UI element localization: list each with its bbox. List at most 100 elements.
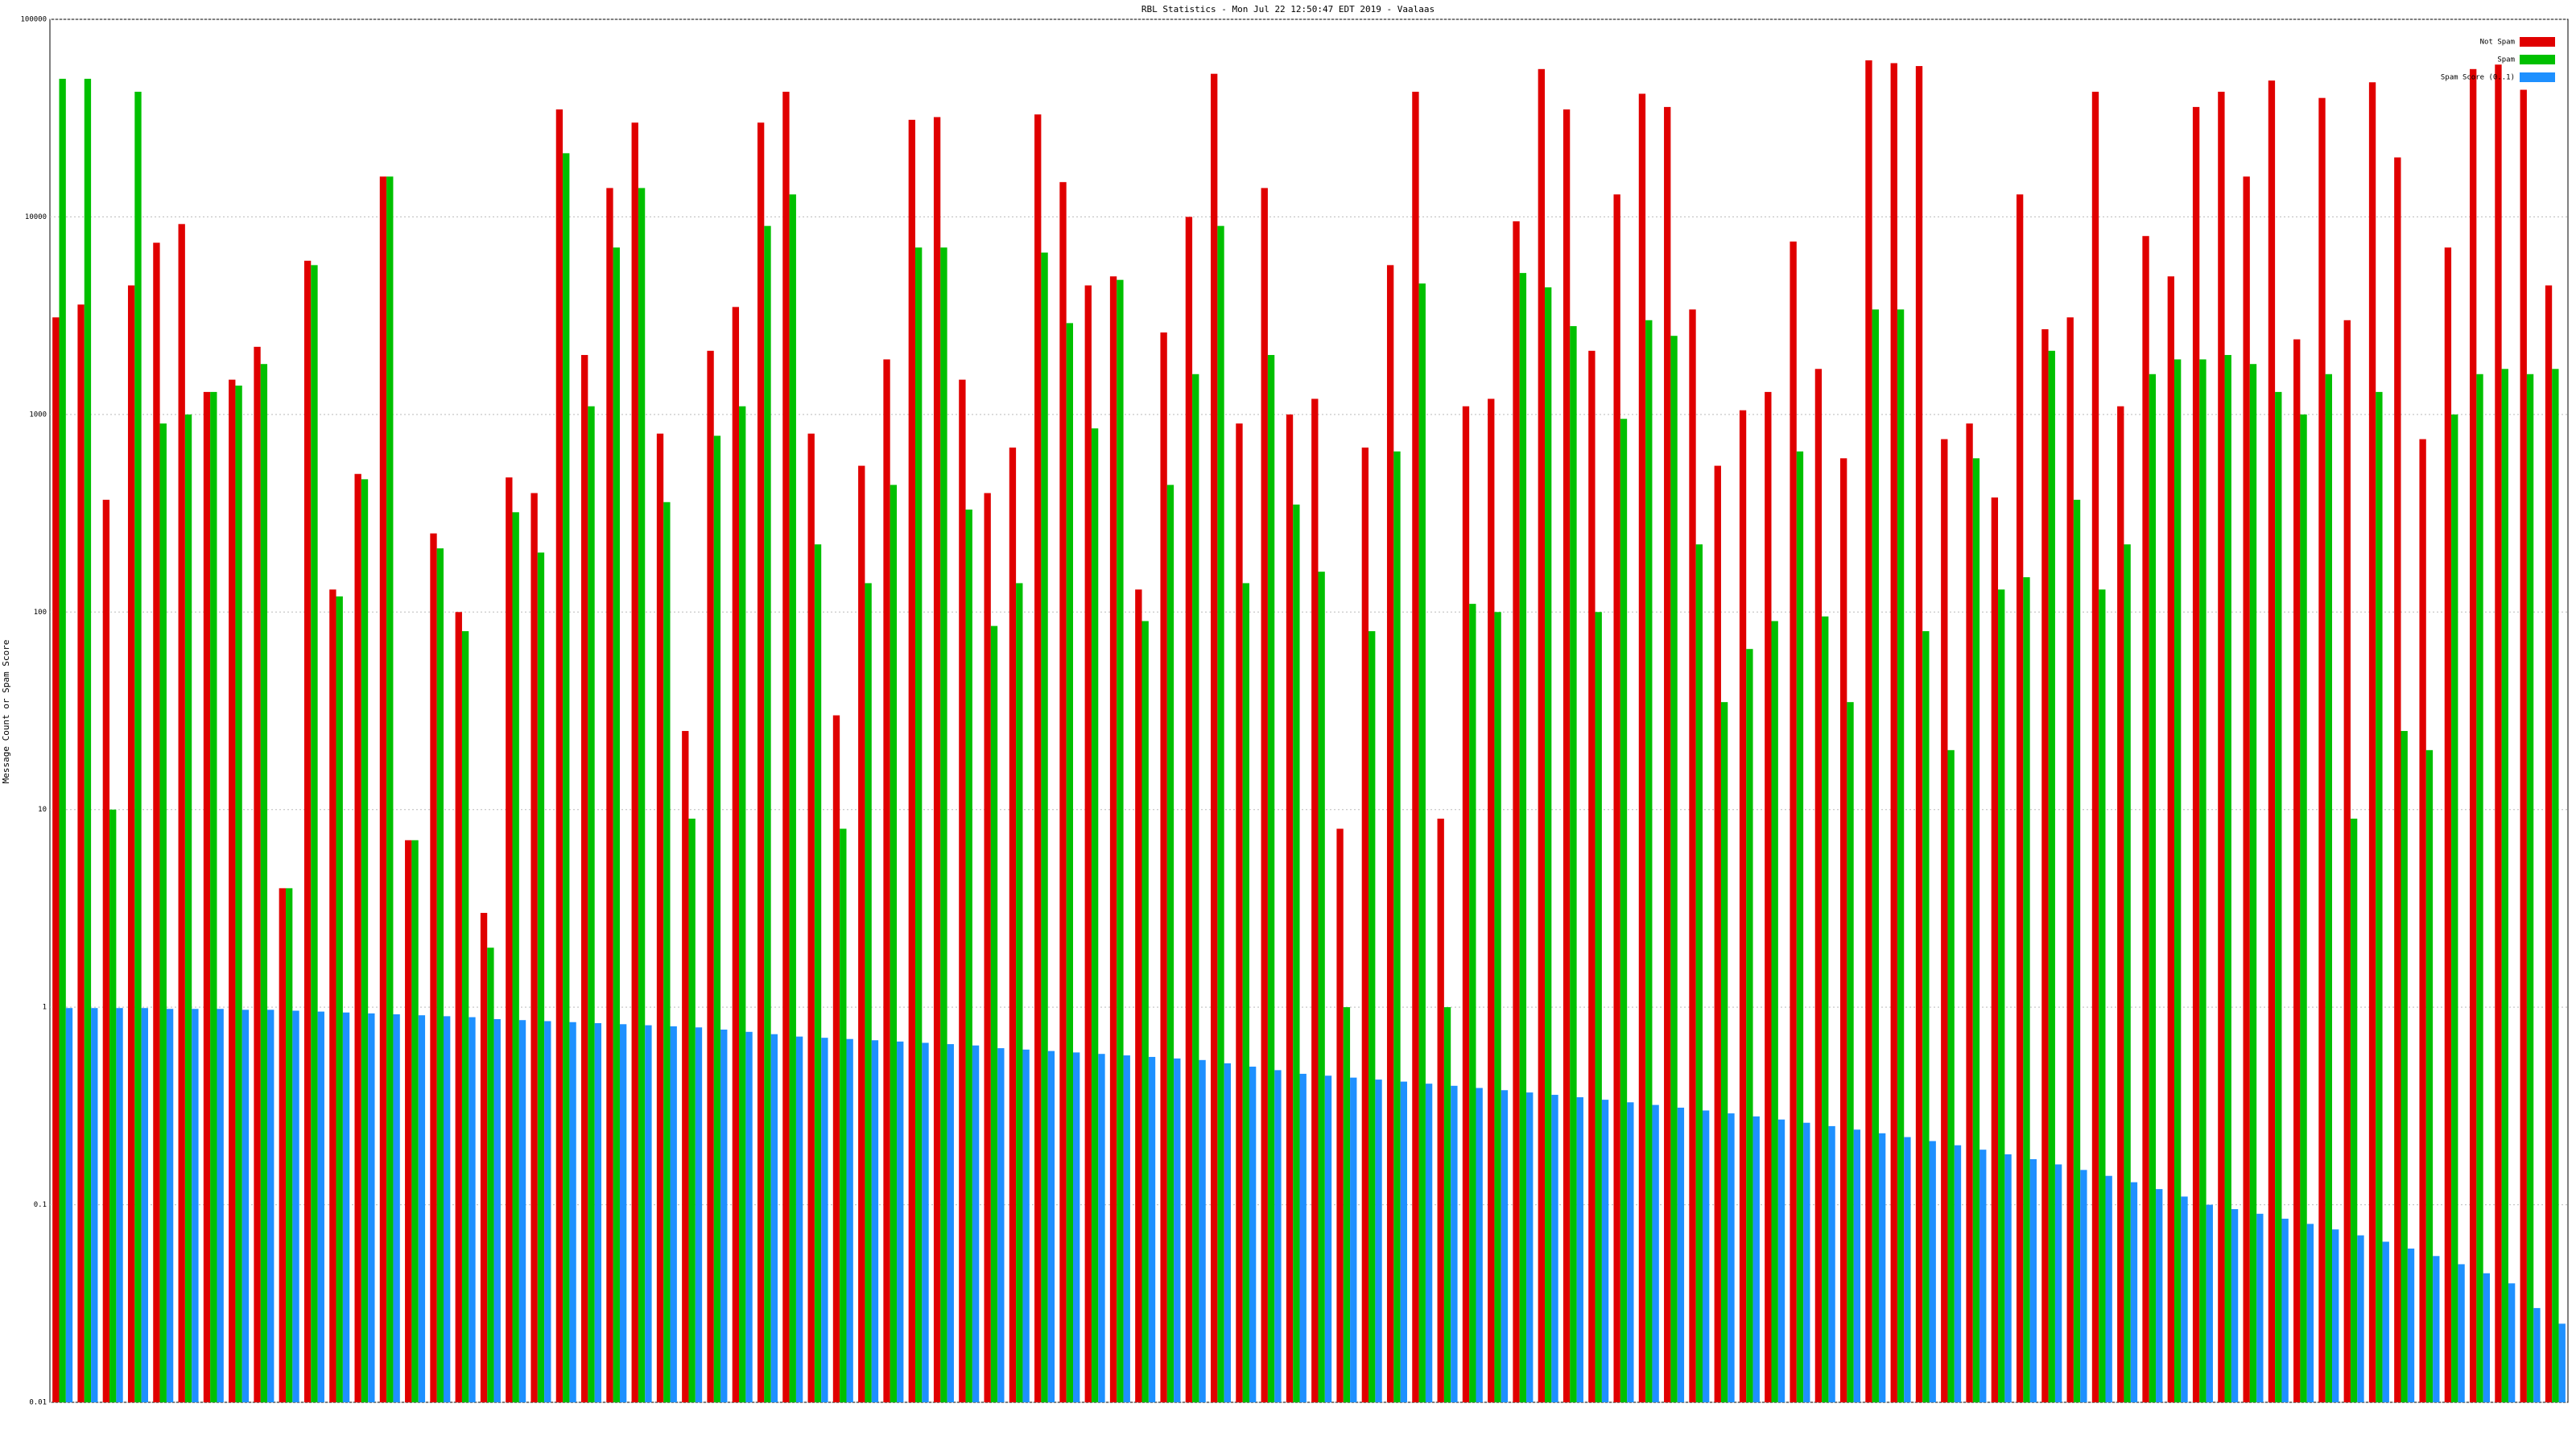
bar xyxy=(1695,544,1703,1403)
bar xyxy=(2105,1175,2112,1402)
bar xyxy=(1627,1102,1634,1402)
bar xyxy=(2099,589,2106,1402)
bar xyxy=(846,1038,853,1402)
bar xyxy=(1840,458,1847,1402)
bar xyxy=(77,304,85,1403)
bar xyxy=(1620,419,1628,1402)
bar xyxy=(52,317,60,1402)
bar xyxy=(1425,1084,1433,1402)
bar xyxy=(2275,391,2282,1402)
bar xyxy=(1009,447,1017,1402)
bar xyxy=(59,78,66,1403)
bar xyxy=(984,493,991,1403)
bar xyxy=(2293,339,2301,1402)
bar xyxy=(814,544,822,1403)
bar xyxy=(2401,731,2408,1402)
bar xyxy=(1803,1122,1810,1402)
bar xyxy=(2483,1273,2491,1402)
bar xyxy=(1613,194,1620,1402)
bar xyxy=(2091,91,2099,1403)
bar xyxy=(914,247,923,1402)
bar xyxy=(588,406,595,1402)
bar xyxy=(1494,612,1501,1402)
bar xyxy=(1501,1090,1509,1402)
bar xyxy=(2206,1204,2213,1402)
bar xyxy=(1872,309,1879,1403)
bar xyxy=(2476,374,2483,1402)
bar xyxy=(2458,1264,2465,1402)
bar xyxy=(613,247,620,1402)
bar xyxy=(141,1008,148,1402)
bar xyxy=(1720,702,1728,1402)
bar xyxy=(764,225,771,1403)
bar xyxy=(1386,265,1394,1402)
bar xyxy=(1544,287,1552,1402)
bar xyxy=(569,1022,576,1402)
legend-label: Spam Score (0..1) xyxy=(2441,74,2515,82)
bar xyxy=(1091,428,1099,1403)
bar xyxy=(418,1015,426,1402)
bar xyxy=(2382,1241,2389,1402)
bar xyxy=(2174,359,2182,1402)
bar xyxy=(2224,354,2231,1402)
bar xyxy=(1350,1077,1357,1402)
bar xyxy=(1828,1125,1835,1402)
bar xyxy=(1236,423,1243,1402)
legend-label: Spam xyxy=(2497,56,2515,64)
bar xyxy=(178,224,185,1403)
bar xyxy=(1822,616,1829,1402)
bar xyxy=(2545,285,2553,1402)
bar xyxy=(670,1026,677,1402)
bar xyxy=(1922,631,1930,1402)
bar xyxy=(2508,1283,2516,1402)
bar xyxy=(1418,283,1426,1402)
bar xyxy=(1437,818,1444,1402)
bar xyxy=(91,1008,98,1402)
bar xyxy=(116,1008,123,1402)
bar xyxy=(2552,369,2559,1403)
bar xyxy=(292,1010,299,1402)
bar xyxy=(217,1009,224,1402)
bar xyxy=(1400,1081,1407,1402)
bar xyxy=(1224,1063,1232,1402)
bar xyxy=(990,625,998,1402)
bar xyxy=(1790,242,1797,1403)
bar xyxy=(336,596,343,1402)
bar xyxy=(1739,410,1747,1402)
bar xyxy=(2130,1182,2138,1402)
bar xyxy=(2199,359,2207,1402)
bar xyxy=(102,499,110,1402)
bar xyxy=(134,91,142,1403)
bar xyxy=(2533,1307,2541,1402)
bar xyxy=(1677,1107,1685,1402)
bar xyxy=(1595,612,1602,1402)
bar xyxy=(2066,317,2074,1402)
bar xyxy=(1249,1067,1257,1402)
bar xyxy=(311,265,318,1402)
bar xyxy=(688,818,696,1402)
bar xyxy=(480,913,488,1402)
bar xyxy=(235,385,242,1402)
bar xyxy=(1796,451,1804,1402)
bar xyxy=(2218,91,2225,1403)
bar xyxy=(386,176,394,1403)
bar xyxy=(707,350,714,1402)
bar xyxy=(1022,1049,1030,1402)
bar xyxy=(342,1012,350,1402)
bar xyxy=(192,1009,199,1402)
bar xyxy=(555,109,564,1403)
bar xyxy=(1361,447,1369,1402)
bar xyxy=(2048,350,2055,1402)
bar xyxy=(1979,1150,1987,1402)
bar xyxy=(795,1036,803,1402)
bar xyxy=(789,194,796,1402)
bar xyxy=(2256,1213,2264,1402)
bar xyxy=(1897,309,1905,1403)
bar xyxy=(594,1023,602,1402)
bar xyxy=(354,473,361,1402)
bar xyxy=(1066,323,1074,1402)
bar xyxy=(166,1009,174,1402)
bar xyxy=(922,1042,929,1402)
y-tick-label: 0.1 xyxy=(34,1201,47,1209)
